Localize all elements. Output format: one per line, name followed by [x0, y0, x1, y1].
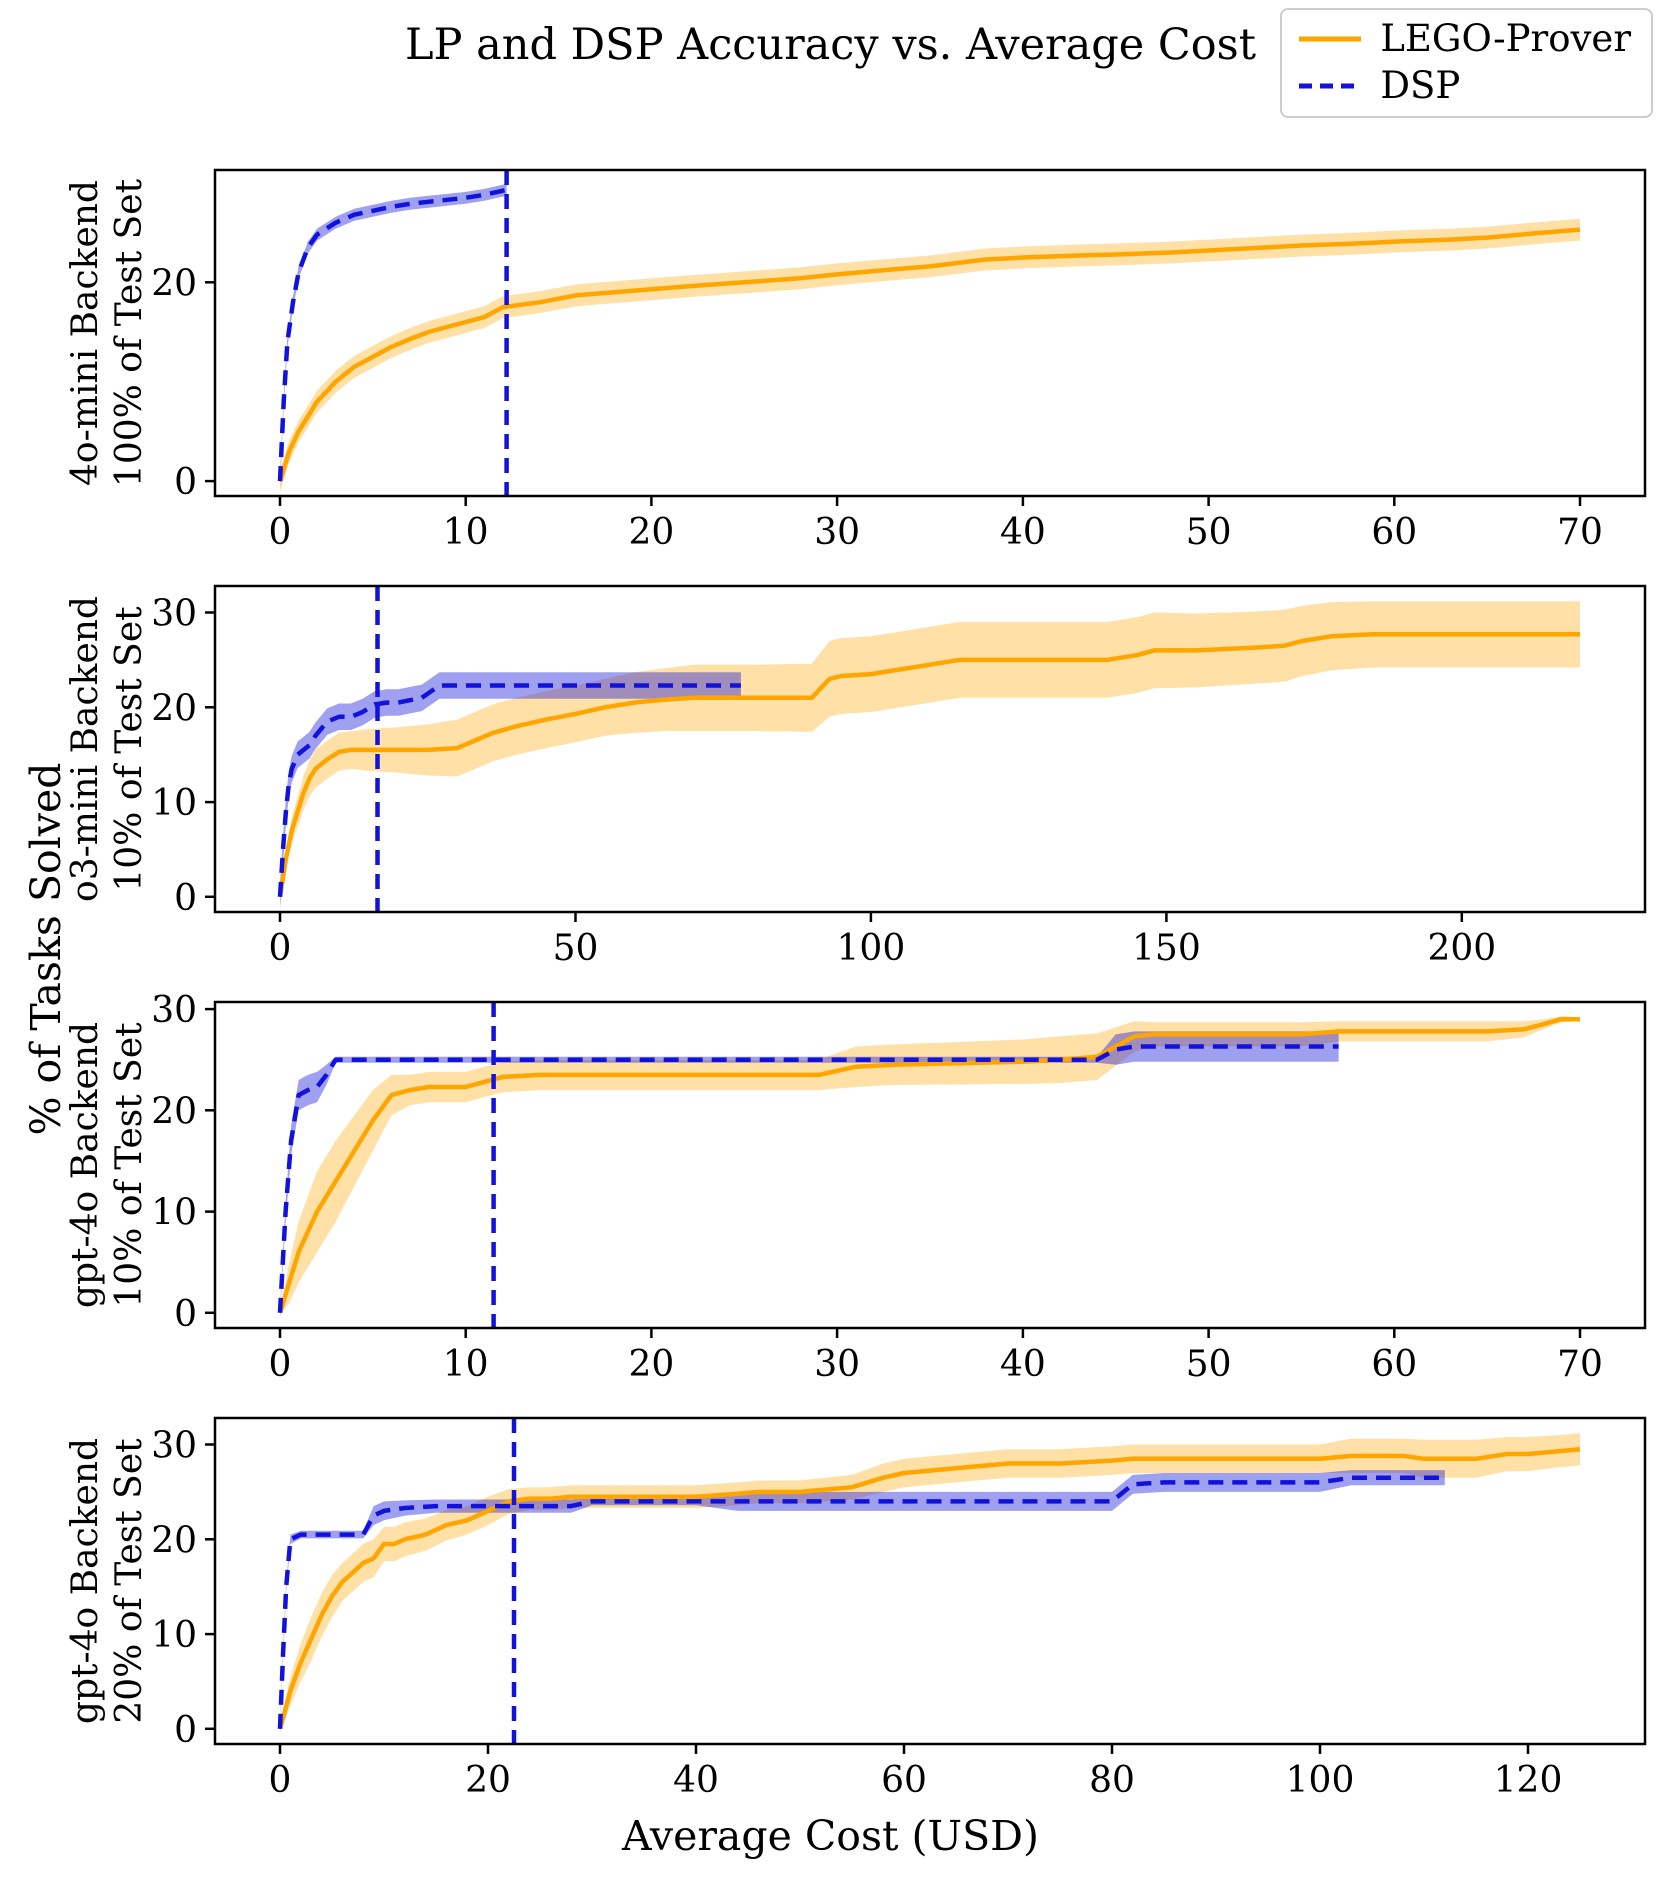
axes-frame — [213, 1000, 1647, 1330]
x-tick-label: 50 — [553, 928, 599, 969]
y-tick-label: 10 — [151, 1615, 197, 1656]
x-tick-label: 10 — [443, 1344, 489, 1385]
y-tick-label: 20 — [151, 1520, 197, 1561]
y-tick-label: 30 — [151, 594, 197, 635]
chart-title: LP and DSP Accuracy vs. Average Cost — [404, 20, 1257, 70]
lego-prover-line — [277, 632, 1580, 898]
dsp-line — [277, 187, 508, 482]
x-tick-label: 200 — [1427, 928, 1496, 969]
dashed-line-swatch-icon — [1299, 83, 1362, 88]
x-tick-label: 0 — [269, 1344, 292, 1385]
y-tick-label: 10 — [151, 1193, 197, 1234]
x-tick-label: 0 — [269, 1760, 292, 1801]
x-tick-label: 40 — [673, 1760, 719, 1801]
subplot-4o-mini-backend-100pct: 0 10 20 30 40 50 60 70 0 20 4o-mini Backend 100% of… — [65, 168, 1647, 553]
x-tick-label: 0 — [269, 928, 292, 969]
x-tick-label: 60 — [1371, 512, 1417, 553]
legend-item-dsp: DSP — [1296, 67, 1631, 104]
legend-label: LEGO-Prover — [1380, 17, 1631, 60]
subplot-ylabel-line-1: gpt-4o Backend — [65, 1438, 106, 1724]
x-tick-label: 60 — [881, 1760, 927, 1801]
y-tick-label: 0 — [174, 462, 197, 503]
lego-prover-uncertainty-band — [280, 1016, 1580, 1316]
x-tick-label: 40 — [1000, 512, 1046, 553]
subplot-ylabel-line-1: 4o-mini Backend — [65, 180, 106, 486]
y-axis-label: % of Tasks Solved — [22, 762, 70, 1136]
x-tick-label: 70 — [1557, 1344, 1603, 1385]
subplot-ylabel-line-2: 10% of Test Set — [109, 1022, 150, 1308]
subplot-ylabel-line-2: 20% of Test Set — [109, 1438, 150, 1724]
x-tick-label: 50 — [1186, 512, 1232, 553]
x-tick-label: 60 — [1371, 1344, 1417, 1385]
subplot-ylabel-line-2: 100% of Test Set — [109, 178, 150, 487]
x-tick-label: 70 — [1557, 512, 1603, 553]
legend-label: DSP — [1380, 64, 1461, 107]
x-tick-label: 30 — [814, 1344, 860, 1385]
x-tick-label: 80 — [1089, 1760, 1135, 1801]
y-tick-label: 30 — [151, 1426, 197, 1467]
x-axis-label: Average Cost (USD) — [621, 1812, 1040, 1860]
x-tick-label: 0 — [269, 512, 292, 553]
lego-prover-uncertainty-band — [280, 218, 1580, 492]
x-tick-label: 20 — [628, 512, 674, 553]
x-tick-label: 30 — [814, 512, 860, 553]
dsp-line — [277, 683, 741, 897]
y-tick-label: 0 — [174, 1710, 197, 1751]
subplot-gpt-4o-backend-10pct: 0 10 20 30 40 50 60 70 0 10 20 30 gpt-4o Backend 10% … — [65, 990, 1647, 1385]
subplot-o3-mini-backend-10pct: 0 50 100 150 200 0 10 20 30 o3-mini Backend 10% of… — [65, 584, 1647, 969]
subplot-ylabel-line-2: 10% of Test Set — [109, 606, 150, 892]
axes-frame — [213, 1416, 1647, 1746]
subplot-ylabel-line-1: o3-mini Backend — [65, 596, 106, 902]
lego-prover-line — [277, 1447, 1581, 1730]
solid-line-swatch-icon — [1299, 36, 1362, 41]
y-tick-label: 20 — [151, 1091, 197, 1132]
x-tick-label: 120 — [1494, 1760, 1563, 1801]
lego-prover-line — [277, 227, 1581, 482]
legend: LEGO-Prover DSP — [1280, 8, 1653, 118]
x-tick-label: 100 — [1286, 1760, 1355, 1801]
dsp-line — [277, 1475, 1445, 1729]
x-tick-label: 20 — [628, 1344, 674, 1385]
x-tick-label: 100 — [837, 928, 906, 969]
y-tick-label: 20 — [151, 688, 197, 729]
x-tick-label: 40 — [1000, 1344, 1046, 1385]
dsp-line — [277, 1044, 1339, 1313]
y-tick-label: 10 — [151, 783, 197, 824]
legend-item-lego-prover: LEGO-Prover — [1296, 20, 1631, 57]
y-tick-label: 20 — [151, 263, 197, 304]
x-tick-label: 150 — [1132, 928, 1201, 969]
lego-prover-uncertainty-band — [280, 1433, 1580, 1732]
lego-prover-uncertainty-band — [280, 601, 1580, 900]
lego-prover-line — [277, 1016, 1580, 1314]
subplot-ylabel-line-1: gpt-4o Backend — [65, 1022, 106, 1308]
x-tick-label: 20 — [465, 1760, 511, 1801]
x-tick-label: 10 — [443, 512, 489, 553]
x-tick-label: 50 — [1186, 1344, 1232, 1385]
axes-frame — [213, 584, 1647, 914]
y-tick-label: 0 — [174, 1294, 197, 1335]
y-tick-label: 0 — [174, 878, 197, 919]
axes-frame — [213, 168, 1647, 498]
dsp-uncertainty-band — [280, 1470, 1445, 1732]
subplot-gpt-4o-backend-20pct: 0 20 40 60 80 100 120 0 10 20 30 gpt-4o Backend 20% … — [65, 1416, 1647, 1801]
y-tick-label: 30 — [151, 990, 197, 1031]
